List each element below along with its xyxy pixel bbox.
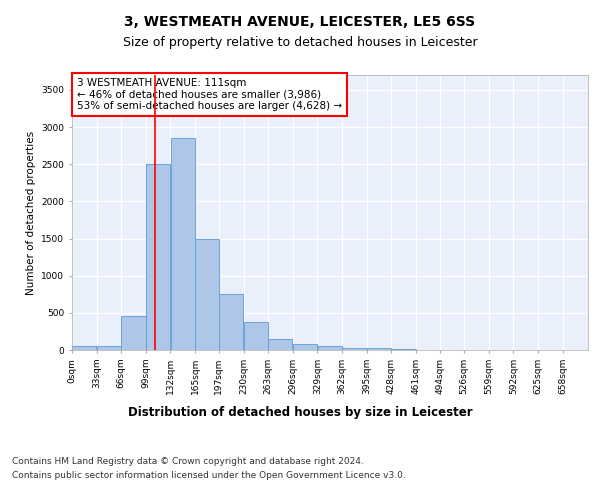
Bar [146, 164, 170, 350]
Text: Size of property relative to detached houses in Leicester: Size of property relative to detached ho… [122, 36, 478, 49]
Bar [367, 348, 391, 350]
Bar [244, 322, 268, 350]
Bar [72, 346, 97, 350]
Bar [170, 138, 195, 350]
Bar [268, 339, 292, 350]
Bar [219, 294, 243, 350]
Bar [342, 348, 366, 350]
Text: Contains HM Land Registry data © Crown copyright and database right 2024.: Contains HM Land Registry data © Crown c… [12, 457, 364, 466]
Text: Distribution of detached houses by size in Leicester: Distribution of detached houses by size … [128, 406, 472, 419]
Y-axis label: Number of detached properties: Number of detached properties [26, 130, 36, 294]
Bar [317, 346, 341, 350]
Bar [195, 238, 220, 350]
Bar [97, 346, 121, 350]
Text: 3, WESTMEATH AVENUE, LEICESTER, LE5 6SS: 3, WESTMEATH AVENUE, LEICESTER, LE5 6SS [124, 16, 476, 30]
Bar [121, 316, 146, 350]
Bar [293, 344, 317, 350]
Text: 3 WESTMEATH AVENUE: 111sqm
← 46% of detached houses are smaller (3,986)
53% of s: 3 WESTMEATH AVENUE: 111sqm ← 46% of deta… [77, 78, 342, 111]
Bar [391, 348, 416, 350]
Text: Contains public sector information licensed under the Open Government Licence v3: Contains public sector information licen… [12, 470, 406, 480]
